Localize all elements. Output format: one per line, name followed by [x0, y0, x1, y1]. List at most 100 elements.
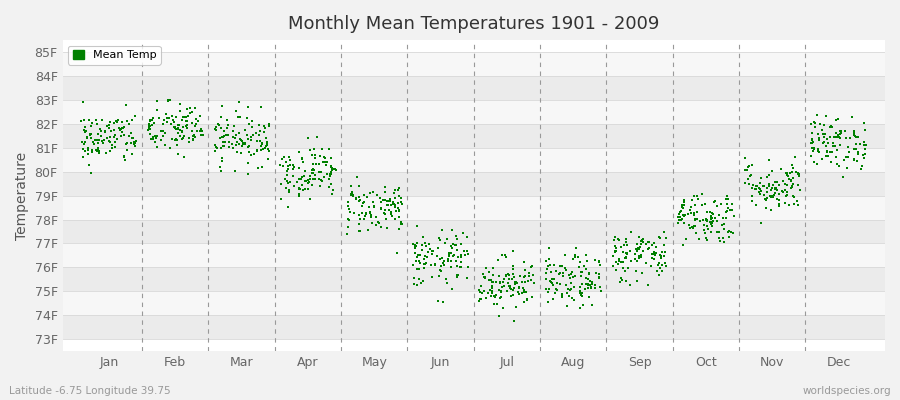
Mean Temp [228, 167, 242, 174]
Mean Temp [164, 121, 178, 128]
Mean Temp [317, 173, 331, 180]
Mean Temp [95, 140, 110, 146]
Mean Temp [582, 294, 597, 301]
Mean Temp [175, 117, 189, 124]
Mean Temp [546, 262, 561, 268]
Mean Temp [230, 149, 244, 155]
Mean Temp [287, 183, 302, 190]
Mean Temp [565, 256, 580, 262]
Mean Temp [496, 305, 510, 311]
Mean Temp [756, 183, 770, 189]
Mean Temp [94, 138, 109, 144]
Mean Temp [253, 138, 267, 144]
Mean Temp [303, 172, 318, 179]
Mean Temp [506, 262, 520, 269]
Mean Temp [408, 250, 422, 256]
Mean Temp [683, 207, 698, 213]
Mean Temp [542, 286, 556, 292]
Mean Temp [847, 145, 861, 152]
Mean Temp [764, 187, 778, 193]
Mean Temp [540, 289, 554, 295]
Mean Temp [790, 202, 805, 208]
Mean Temp [440, 280, 454, 286]
Mean Temp [94, 128, 108, 134]
Bar [62, 172, 885, 196]
Mean Temp [486, 264, 500, 271]
Bar [62, 124, 885, 148]
Mean Temp [209, 144, 223, 150]
Mean Temp [123, 130, 138, 136]
Mean Temp [716, 222, 730, 228]
Mean Temp [744, 184, 759, 191]
Mean Temp [141, 127, 156, 133]
Mean Temp [256, 128, 271, 135]
Mean Temp [325, 191, 339, 198]
Mean Temp [127, 141, 141, 147]
Mean Temp [572, 264, 586, 271]
Bar [62, 100, 885, 124]
Mean Temp [632, 245, 646, 252]
Mean Temp [575, 268, 590, 275]
Mean Temp [294, 176, 309, 182]
Mean Temp [478, 275, 492, 281]
Mean Temp [222, 139, 237, 146]
Mean Temp [517, 299, 531, 305]
Mean Temp [611, 236, 625, 242]
Mean Temp [142, 124, 157, 130]
Mean Temp [292, 193, 307, 199]
Mean Temp [699, 222, 714, 229]
Mean Temp [279, 178, 293, 184]
Mean Temp [279, 159, 293, 165]
Mean Temp [226, 128, 240, 134]
Mean Temp [829, 134, 843, 140]
Mean Temp [506, 292, 520, 298]
Mean Temp [633, 244, 647, 250]
Mean Temp [150, 144, 165, 150]
Mean Temp [353, 216, 367, 222]
Mean Temp [807, 120, 822, 126]
Mean Temp [608, 249, 622, 255]
Mean Temp [581, 271, 596, 277]
Mean Temp [518, 267, 532, 273]
Mean Temp [704, 214, 718, 220]
Mean Temp [302, 179, 316, 185]
Mean Temp [539, 270, 554, 276]
Mean Temp [825, 140, 840, 146]
Mean Temp [292, 185, 307, 192]
Mean Temp [705, 219, 719, 226]
Mean Temp [807, 145, 822, 152]
Mean Temp [259, 139, 274, 146]
Mean Temp [619, 254, 634, 260]
Mean Temp [188, 104, 202, 111]
Mean Temp [83, 132, 97, 138]
Mean Temp [280, 168, 294, 175]
Mean Temp [84, 135, 98, 141]
Mean Temp [366, 188, 381, 195]
Mean Temp [703, 219, 717, 225]
Mean Temp [85, 147, 99, 154]
Mean Temp [217, 143, 231, 149]
Mean Temp [213, 125, 228, 131]
Mean Temp [508, 284, 522, 291]
Mean Temp [687, 210, 701, 217]
Mean Temp [815, 127, 830, 133]
Mean Temp [688, 217, 702, 223]
Mean Temp [308, 155, 322, 161]
Mean Temp [441, 256, 455, 262]
Mean Temp [110, 136, 124, 142]
Mean Temp [392, 214, 407, 220]
Mean Temp [678, 213, 692, 219]
Mean Temp [506, 266, 520, 272]
Mean Temp [173, 101, 187, 107]
Mean Temp [742, 162, 757, 169]
Mean Temp [842, 144, 856, 150]
Mean Temp [216, 134, 230, 140]
Mean Temp [550, 280, 564, 286]
Mean Temp [839, 154, 853, 160]
Mean Temp [573, 288, 588, 294]
Mean Temp [541, 299, 555, 305]
Mean Temp [526, 272, 540, 279]
Mean Temp [473, 283, 488, 290]
Mean Temp [634, 254, 648, 260]
Mean Temp [740, 167, 754, 174]
